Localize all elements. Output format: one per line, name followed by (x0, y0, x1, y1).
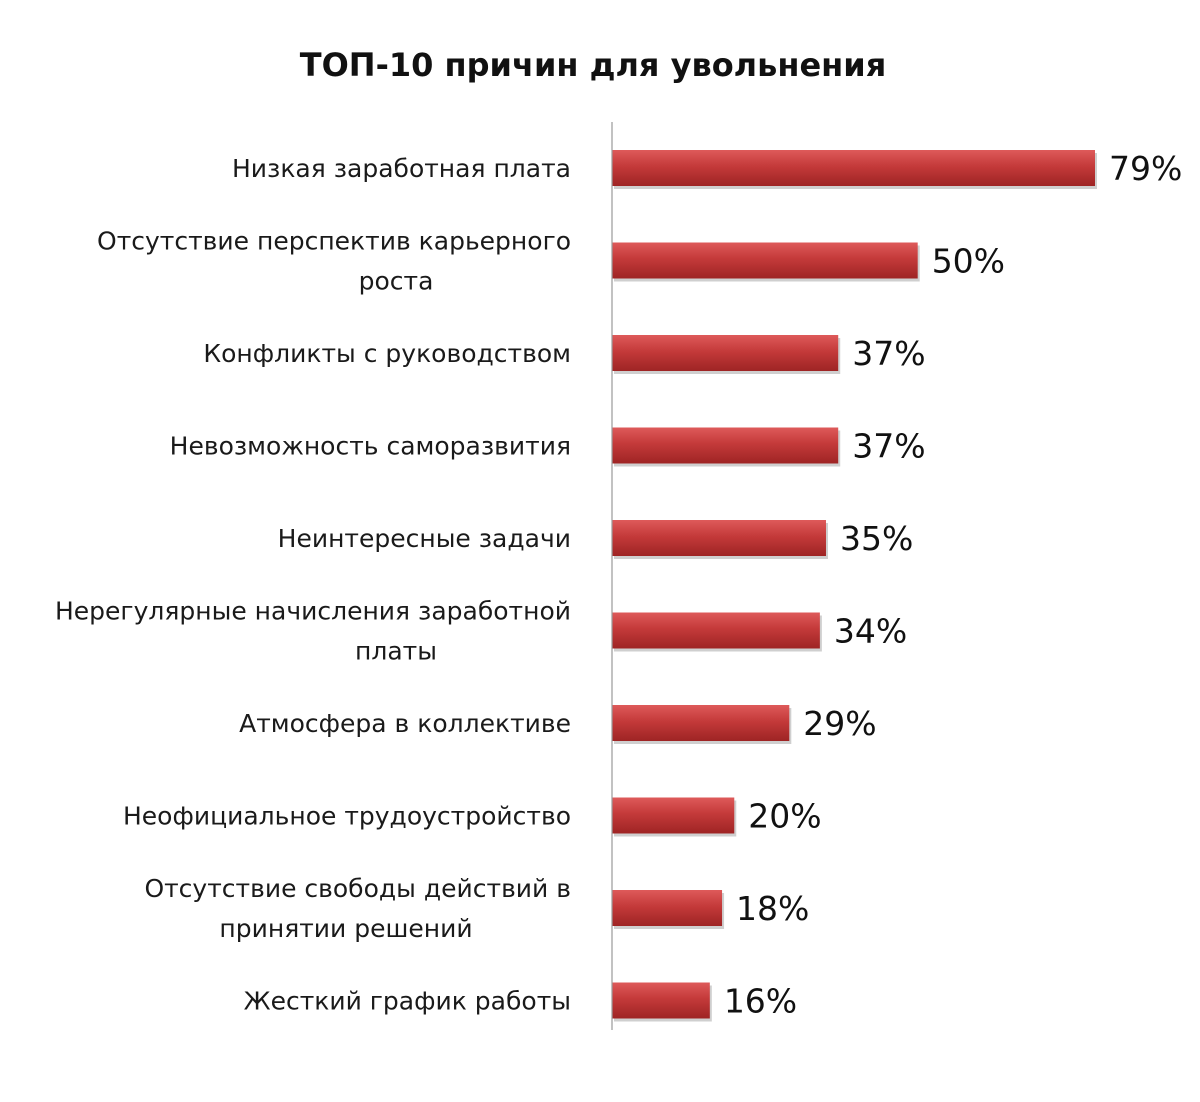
bar (612, 982, 710, 1019)
value-label: 79% (1109, 149, 1182, 188)
value-label: 35% (840, 519, 913, 558)
bar (612, 150, 1095, 186)
category-label: Жесткий график работы (244, 987, 571, 1016)
value-label: 37% (852, 334, 925, 373)
category-label: Низкая заработная плата (232, 154, 571, 183)
category-label: роста (359, 267, 434, 296)
category-label: Нерегулярные начисления заработной (55, 597, 571, 626)
value-label: 20% (748, 797, 821, 836)
category-label: Неинтересные задачи (278, 524, 571, 553)
bar (612, 797, 735, 834)
bar (612, 890, 723, 926)
category-label: платы (355, 637, 437, 666)
bar (612, 335, 839, 371)
bar (612, 520, 826, 556)
value-label: 37% (852, 427, 925, 466)
bar (612, 612, 820, 649)
value-label: 34% (834, 612, 907, 651)
category-label: Отсутствие свободы действий в (144, 874, 571, 903)
value-label: 16% (724, 982, 797, 1021)
value-label: 50% (932, 242, 1005, 281)
category-label: Атмосфера в коллективе (239, 709, 571, 738)
bar (612, 705, 790, 741)
value-label: 18% (736, 889, 809, 928)
bars-layer: 79% Низкая заработная плата 50% Отсутствие … (55, 149, 1182, 1022)
bar (612, 242, 918, 279)
chart-title: ТОП-10 причин для увольнения (300, 46, 886, 84)
category-label: Невозможность саморазвития (170, 432, 571, 461)
category-label: принятии решений (219, 914, 472, 943)
category-label: Отсутствие перспектив карьерного (97, 227, 571, 256)
category-label: Конфликты с руководством (203, 339, 571, 368)
bar (612, 427, 839, 464)
value-label: 29% (803, 704, 876, 743)
category-label: Неофициальное трудоустройство (123, 802, 571, 831)
